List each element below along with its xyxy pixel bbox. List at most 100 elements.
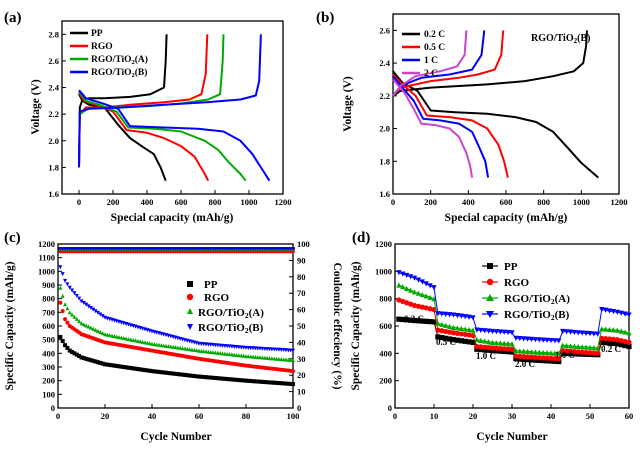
b-y-tick-label: 2.4	[379, 58, 390, 68]
d-x-tick-label: 0	[393, 411, 397, 421]
capacity-point	[579, 349, 585, 355]
capacity-point	[84, 302, 89, 307]
c-y-tick-label: 800	[42, 294, 55, 304]
capacity-point	[606, 326, 613, 333]
efficiency-point	[110, 247, 114, 251]
capacity-point	[419, 279, 425, 285]
c-y2-tick-label: 80	[297, 272, 306, 282]
capacity-point	[204, 375, 209, 380]
capacity-point	[567, 348, 574, 354]
capacity-point	[427, 283, 433, 289]
legend-marker-rgo-tio2-a	[486, 294, 494, 301]
capacity-point	[182, 372, 187, 377]
capacity-point	[532, 337, 538, 343]
capacity-point	[248, 379, 253, 384]
efficiency-point	[277, 247, 281, 251]
d-x-tick-label: 50	[586, 411, 595, 421]
capacity-point	[269, 380, 274, 385]
rate-label-1: 0.2 C	[404, 314, 424, 324]
capacity-point	[213, 376, 218, 381]
efficiency-point	[157, 247, 161, 251]
efficiency-point	[246, 247, 251, 251]
rate-label-6: 0.2 C	[601, 344, 621, 354]
capacity-point	[528, 354, 535, 360]
capacity-point	[140, 367, 145, 372]
efficiency-point	[248, 247, 253, 251]
capacity-point	[95, 360, 100, 365]
capacity-point	[478, 346, 484, 353]
capacity-point	[603, 340, 609, 346]
capacity-point	[185, 373, 190, 378]
b-x-tick-label: 1200	[611, 197, 628, 207]
capacity-point	[88, 358, 93, 363]
capacity-point	[72, 351, 77, 356]
capacity-point	[159, 343, 164, 348]
capacity-point	[595, 331, 601, 337]
curve-discharge	[392, 73, 509, 178]
efficiency-point	[70, 247, 74, 251]
capacity-point	[458, 331, 464, 337]
capacity-point	[435, 311, 441, 317]
efficiency-point	[72, 247, 77, 251]
b-x-tick-label: 200	[424, 197, 437, 207]
efficiency-point	[286, 247, 291, 251]
capacity-point	[443, 328, 449, 335]
capacity-point	[564, 329, 570, 335]
capacity-point	[404, 285, 410, 292]
efficiency-point	[190, 247, 194, 251]
capacity-point	[396, 270, 402, 276]
capacity-point	[128, 337, 133, 342]
efficiency-point	[117, 247, 121, 251]
rate-label-3: 1.0 C	[476, 351, 496, 361]
efficiency-point	[93, 247, 98, 251]
capacity-point	[415, 318, 421, 324]
capacity-point	[77, 319, 82, 324]
capacity-point	[396, 282, 402, 288]
capacity-point	[556, 338, 562, 344]
capacity-point	[454, 337, 460, 343]
capacity-point	[291, 358, 295, 363]
capacity-point	[454, 330, 460, 336]
panel-a-xlabel: Special capacity (mAh/g)	[111, 212, 234, 224]
capacity-point	[201, 374, 206, 379]
capacity-point	[626, 343, 632, 350]
capacity-point	[560, 328, 566, 335]
efficiency-point	[138, 247, 143, 251]
capacity-point	[60, 272, 65, 277]
capacity-point	[447, 323, 453, 329]
capacity-point	[528, 357, 535, 363]
capacity-point	[501, 346, 507, 352]
capacity-point	[450, 337, 457, 343]
capacity-point	[618, 328, 624, 334]
capacity-point	[133, 366, 138, 371]
capacity-point	[509, 341, 515, 347]
capacity-point	[222, 376, 227, 381]
capacity-point	[470, 327, 476, 333]
curve-discharge	[78, 90, 247, 182]
capacity-point	[60, 308, 65, 313]
capacity-point	[415, 277, 421, 283]
capacity-point	[112, 363, 117, 368]
efficiency-point	[176, 247, 180, 251]
capacity-point	[466, 326, 472, 333]
capacity-point	[154, 369, 159, 374]
efficiency-point	[220, 247, 225, 251]
c-y-tick-label: 0	[51, 403, 55, 413]
capacity-point	[281, 381, 286, 386]
capacity-point	[552, 350, 558, 356]
efficiency-point	[145, 247, 150, 251]
capacity-point	[447, 336, 453, 342]
capacity-point	[497, 348, 503, 354]
capacity-point	[560, 350, 566, 356]
capacity-point	[88, 305, 93, 310]
legend-label-rgo-tio2-b: RGO/TiO2(B)	[91, 67, 147, 79]
capacity-point	[91, 326, 96, 331]
capacity-point	[525, 348, 531, 355]
capacity-point	[423, 305, 429, 311]
panel-a-ylabel: Voltage (V)	[30, 79, 42, 135]
capacity-point	[114, 363, 119, 368]
d-y-tick-label: 1000	[375, 266, 392, 276]
capacity-point	[474, 337, 480, 343]
capacity-point	[241, 378, 246, 383]
